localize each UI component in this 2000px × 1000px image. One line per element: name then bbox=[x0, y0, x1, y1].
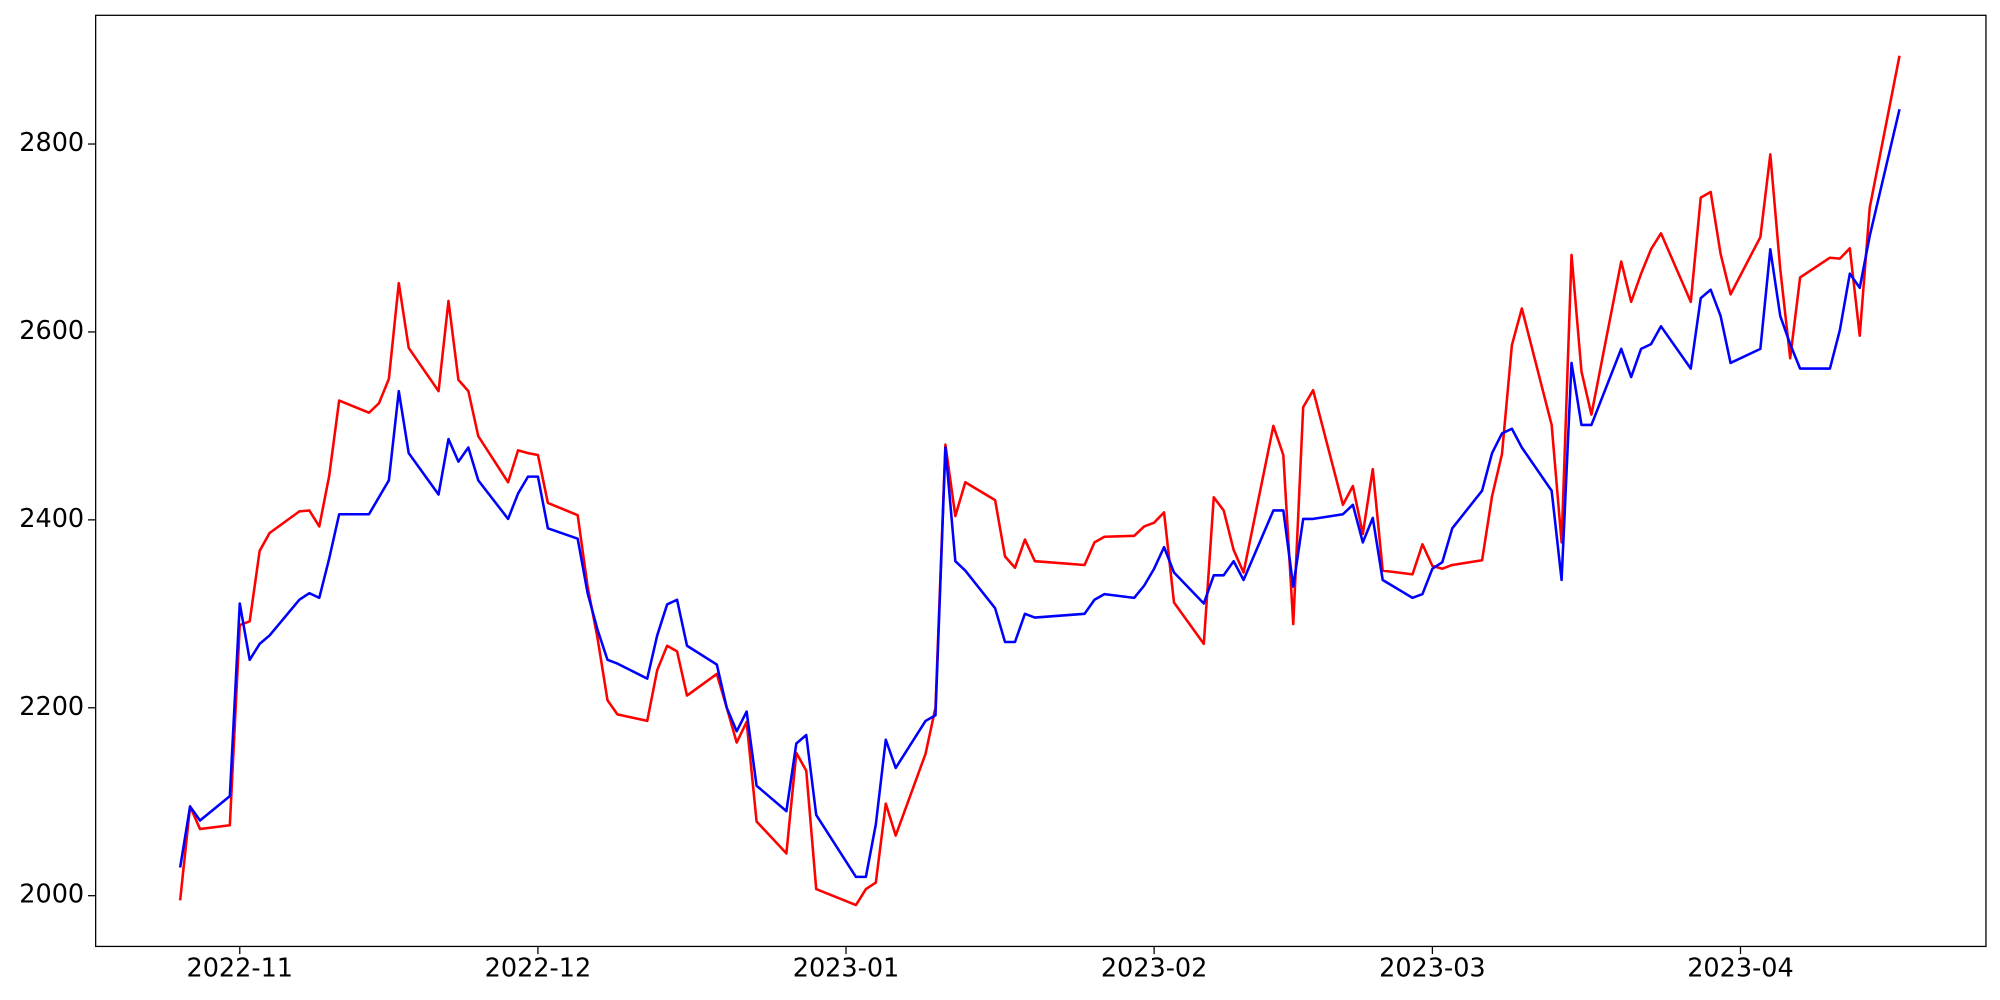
x-tick-label: 2023-02 bbox=[1101, 953, 1208, 983]
y-tick-label: 2000 bbox=[19, 880, 84, 910]
x-tick-label: 2023-04 bbox=[1687, 953, 1794, 983]
x-tick-label: 2022-12 bbox=[485, 953, 592, 983]
y-tick-label: 2400 bbox=[19, 504, 84, 534]
x-tick-label: 2023-03 bbox=[1379, 953, 1486, 983]
y-tick-label: 2200 bbox=[19, 692, 84, 722]
data-line bbox=[178, 55, 1901, 907]
x-tick-label: 2022-11 bbox=[186, 953, 293, 983]
y-tick-label: 2800 bbox=[19, 128, 84, 158]
y-tick-label: 2600 bbox=[19, 316, 84, 346]
data-line bbox=[178, 108, 1901, 879]
x-tick-label: 2023-01 bbox=[793, 953, 900, 983]
plot-frame bbox=[95, 14, 1987, 948]
